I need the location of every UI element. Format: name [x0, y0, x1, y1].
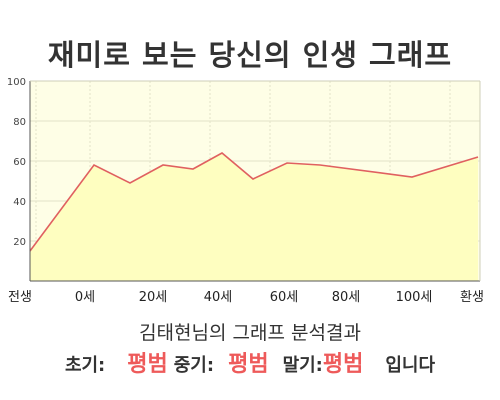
early-value: 평범 [127, 352, 168, 377]
x-tick-label: 80세 [332, 290, 361, 305]
y-tick-label: 80 [13, 117, 26, 128]
mid-value: 평범 [228, 352, 269, 377]
x-tick-label: 40세 [204, 290, 233, 305]
y-tick-label: 40 [13, 197, 26, 208]
y-tick-label: 20 [13, 237, 26, 248]
y-tick-label: 60 [13, 157, 26, 168]
x-tick-label: 100세 [396, 290, 433, 305]
mid-label: 중기: [173, 355, 215, 376]
analysis-result: 초기: 평범 중기: 평범 말기:평범 입니다 [0, 346, 500, 378]
late-value: 평범 [322, 352, 364, 377]
x-tick-label: 20세 [139, 290, 168, 305]
chart-title: 재미로 보는 당신의 인생 그래프 [47, 38, 453, 72]
y-tick-label: 100 [7, 77, 26, 88]
x-tick-label: 전생 [8, 290, 32, 305]
x-tick-label: 환생 [460, 290, 484, 305]
result-suffix: 입니다 [385, 355, 436, 376]
series-line [29, 152, 479, 252]
x-tick-label: 0세 [75, 290, 95, 305]
early-label: 초기: [64, 355, 106, 376]
x-tick-label: 60세 [270, 290, 299, 305]
series-area [30, 153, 478, 281]
analysis-summary: 김태현님의 그래프 분석결과 [139, 322, 361, 344]
late-label: 말기: [282, 355, 323, 376]
